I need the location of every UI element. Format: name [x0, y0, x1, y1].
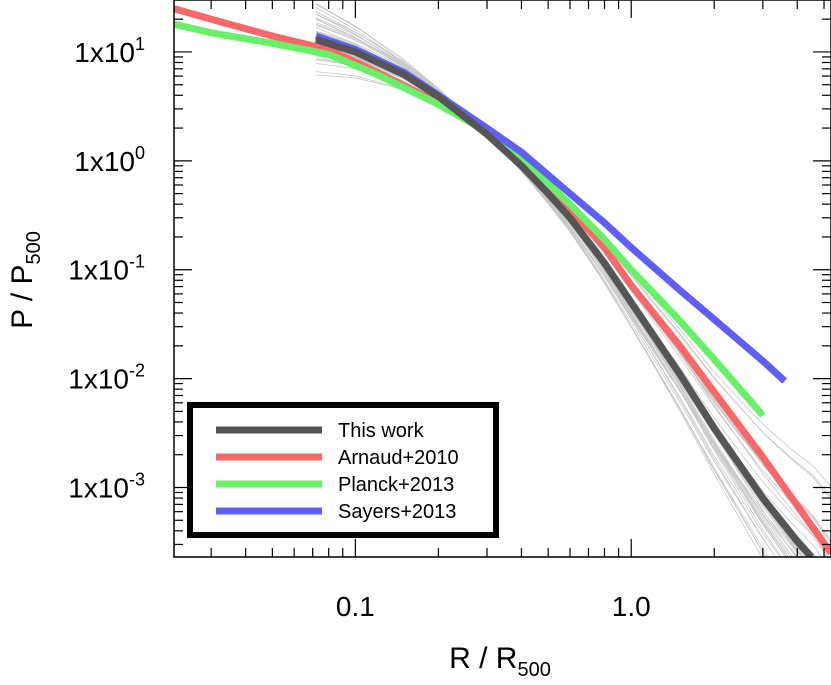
individual-profiles	[315, 2, 831, 557]
y-axis-title: P / P500	[6, 231, 45, 329]
cluster-profile-curve	[315, 24, 781, 557]
cluster-profile-curve	[315, 22, 767, 557]
cluster-profile-curve	[315, 17, 777, 557]
series-line-this-work	[314, 36, 814, 557]
x-axis-tick-labels: 0.1 1.0	[336, 591, 651, 622]
cluster-profile-curve	[315, 24, 767, 557]
legend-label-arnaud-2010: Arnaud+2010	[338, 447, 459, 469]
legend-label-this-work: This work	[338, 420, 425, 442]
y-axis-ticks	[174, 0, 831, 546]
cluster-profile-curve	[315, 46, 782, 557]
y-tick-label: 1x101	[74, 34, 145, 68]
cluster-profile-curve	[315, 13, 770, 557]
cluster-profile-curve	[315, 2, 803, 557]
plot-frame	[173, 0, 831, 558]
x-axis-title: R / R500	[449, 642, 551, 681]
y-axis-tick-labels: 1x101 1x100 1x10-1 1x10-2 1x10-3	[68, 34, 145, 504]
y-tick-label: 1x10-2	[68, 361, 145, 395]
series-line-sayers-2013	[314, 32, 788, 384]
cluster-profile-curve	[315, 31, 776, 557]
x-tick-label: 0.1	[336, 591, 375, 622]
legend-label-planck-2013: Planck+2013	[338, 474, 454, 496]
series-line-planck-2013	[174, 20, 766, 418]
legend: This work Arnaud+2010 Planck+2013 Sayers+20…	[187, 402, 499, 538]
plot-area	[174, 2, 831, 557]
legend-label-sayers-2013: Sayers+2013	[338, 501, 456, 523]
y-tick-label: 1x100	[74, 143, 145, 177]
series-lines	[174, 5, 831, 557]
y-tick-label: 1x10-1	[68, 252, 145, 286]
y-tick-label: 1x10-3	[68, 470, 145, 504]
x-tick-label: 1.0	[612, 591, 651, 622]
x-axis-ticks	[210, 0, 825, 557]
